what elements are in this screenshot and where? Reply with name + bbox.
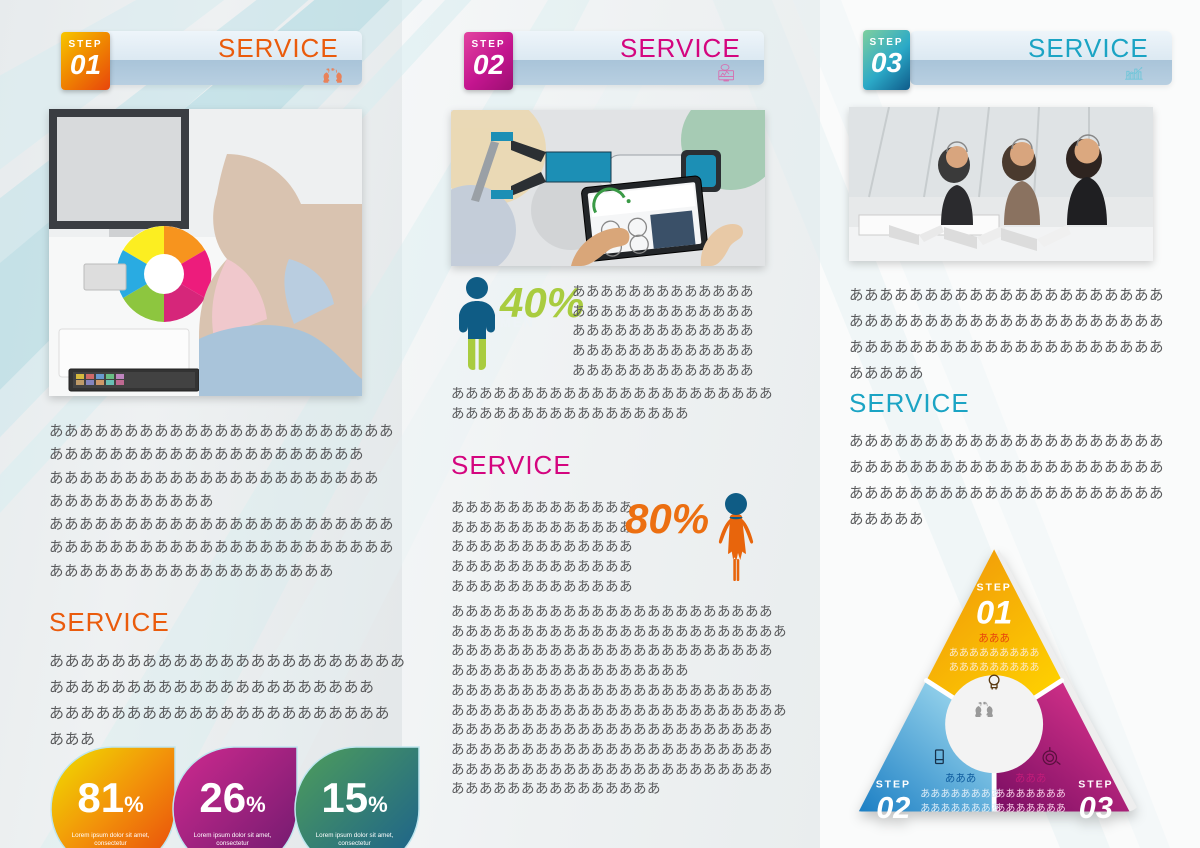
svg-text:ああああああああ: ああああああああ	[920, 785, 1001, 800]
svg-text:あああ: あああ	[1015, 771, 1047, 786]
svg-text:ああああああああ: ああああああああ	[920, 799, 1001, 814]
svg-text:あああああああああ: あああああああああ	[949, 658, 1040, 673]
svg-text:01: 01	[976, 593, 1012, 630]
svg-text:あああああああ: あああああああ	[995, 785, 1066, 800]
svg-text:03: 03	[1079, 790, 1113, 823]
svg-text:STEP: STEP	[1078, 778, 1113, 790]
svg-text:STEP: STEP	[876, 778, 911, 790]
svg-text:STEP: STEP	[977, 582, 1012, 594]
svg-text:あああああああ: あああああああ	[995, 799, 1066, 814]
svg-text:02: 02	[876, 790, 910, 823]
svg-text:あああああああああ: あああああああああ	[949, 644, 1040, 659]
svg-text:あああ: あああ	[945, 771, 977, 786]
